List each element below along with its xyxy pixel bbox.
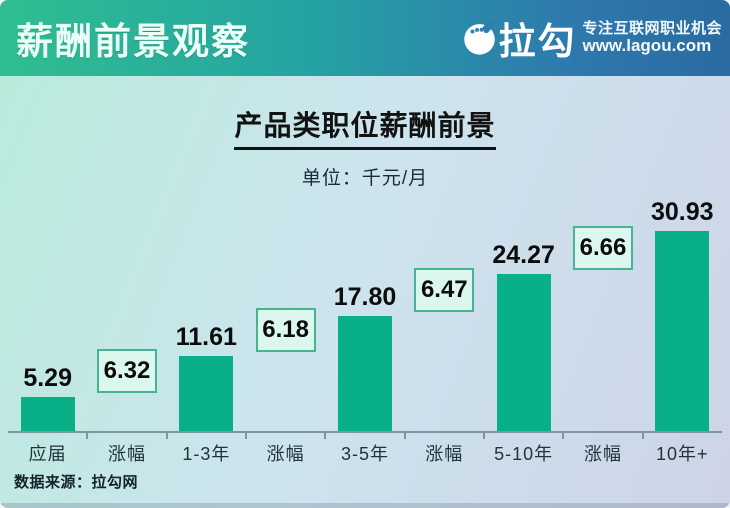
data-source: 数据来源：拉勾网	[14, 474, 139, 491]
bar-value-label: 5.29	[23, 364, 72, 392]
header-banner: 薪酬前景观察 拉勾 专注互联网职业机会 www.lagou.com	[0, 0, 730, 76]
delta-value-box: 6.32	[96, 349, 157, 393]
axis-tick	[324, 433, 327, 439]
chart-column-涨幅: 6.47	[405, 196, 484, 431]
chart-column-3-5年: 17.80	[325, 196, 404, 431]
bar-value-label: 11.61	[175, 323, 237, 351]
lagou-logo-icon	[464, 21, 497, 55]
chart-column-5-10年: 24.27	[484, 196, 563, 431]
bar-value-label: 24.27	[492, 241, 555, 269]
axis-tick	[562, 433, 565, 439]
delta-value-box: 6.47	[414, 268, 475, 312]
banner-title: 薪酬前景观察	[16, 21, 250, 62]
chart-column-涨幅: 6.66	[563, 196, 642, 431]
category-label-10年+: 10年+	[656, 444, 709, 464]
brand-tagline: 专注互联网职业机会 www.lagou.com	[582, 21, 722, 55]
category-label-涨幅: 涨幅	[583, 444, 622, 464]
delta-value-box: 6.18	[255, 308, 316, 352]
category-labels: 应届 涨幅 1-3年 涨幅 3-5年 涨幅 5-10年 涨幅 10年+	[8, 440, 722, 466]
axis-tick	[403, 433, 406, 439]
axis-tick	[86, 433, 89, 439]
brand-url: www.lagou.com	[582, 35, 712, 55]
chart-column-涨幅: 6.32	[87, 196, 166, 431]
category-label-涨幅: 涨幅	[425, 444, 464, 464]
bar-1-3年	[179, 356, 234, 431]
bar-10年+	[655, 231, 710, 431]
bar-3-5年	[337, 316, 392, 431]
axis-tick	[244, 433, 247, 439]
lagou-brand: 拉勾 专注互联网职业机会 www.lagou.com	[463, 11, 722, 65]
category-label-涨幅: 涨幅	[107, 444, 146, 464]
category-label-1-3年: 1-3年	[182, 444, 231, 464]
bar-value-label: 30.93	[651, 198, 714, 226]
chart-title-block: 产品类职位薪酬前景 单位：千元/月	[0, 104, 730, 190]
bottom-edge	[0, 503, 730, 508]
bar-应届	[20, 397, 75, 431]
delta-value-box: 6.66	[572, 226, 633, 270]
bar-value-label: 17.80	[333, 283, 397, 311]
lagou-logo-text: 拉勾	[498, 21, 577, 62]
chart-column-1-3年: 11.61	[167, 196, 246, 431]
unit-label: 单位：千元/月	[301, 168, 429, 189]
brand-tagline-text: 专注互联网职业机会	[582, 20, 722, 38]
axis-ticks	[8, 433, 722, 439]
category-label-3-5年: 3-5年	[340, 444, 389, 464]
chart-title: 产品类职位薪酬前景	[234, 104, 496, 150]
axis-tick	[641, 433, 644, 439]
axis-tick	[482, 433, 485, 439]
category-label-涨幅: 涨幅	[266, 444, 305, 464]
category-label-应届: 应届	[28, 444, 67, 464]
bar-chart: 5.29 6.32 11.61 6.18 17.80 6.47 24.27 6.66 30.93	[8, 196, 722, 433]
category-label-5-10年: 5-10年	[494, 444, 554, 464]
chart-column-应届: 5.29	[8, 196, 87, 431]
axis-tick	[165, 433, 168, 439]
chart-column-10年+: 30.93	[643, 196, 722, 431]
chart-column-涨幅: 6.18	[246, 196, 325, 431]
bar-5-10年	[496, 274, 551, 431]
